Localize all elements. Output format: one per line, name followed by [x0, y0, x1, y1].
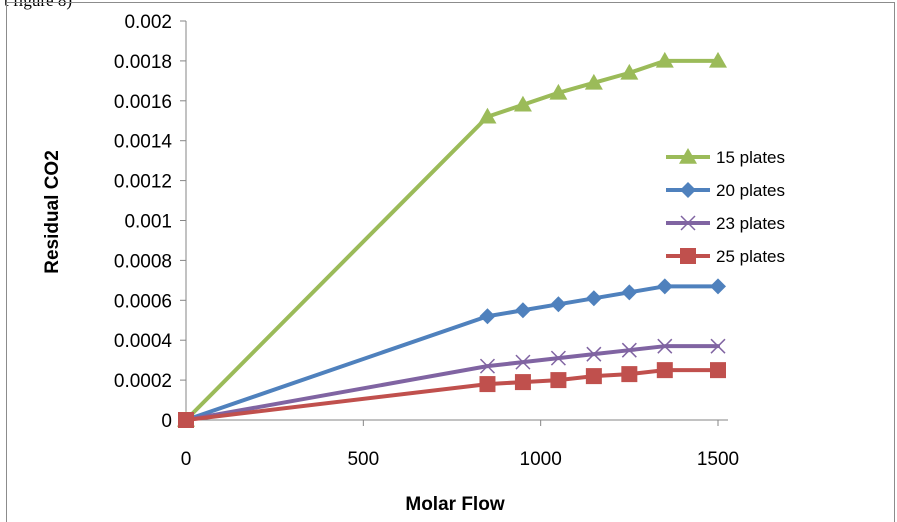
- data-point: [710, 338, 726, 354]
- x-tick-label: 500: [347, 449, 379, 470]
- data-point: [513, 95, 532, 112]
- legend-label: 23 plates: [716, 214, 785, 233]
- legend: 15 plates 20 plates 23 plates 25 plates: [666, 148, 785, 266]
- axes: [185, 21, 728, 421]
- data-point: [709, 51, 727, 68]
- legend-label: 25 plates: [716, 247, 785, 266]
- data-point: [479, 308, 496, 325]
- data-point: [515, 354, 531, 370]
- data-point: [621, 342, 637, 358]
- data-point: [657, 338, 673, 354]
- y-tick-label: 0.0004: [114, 331, 173, 352]
- series-line: [184, 284, 720, 422]
- y-axis-title: Residual CO2: [42, 150, 63, 274]
- data-point: [550, 372, 567, 389]
- data-point: [710, 362, 726, 379]
- data-point: [584, 73, 603, 90]
- data-point: [656, 278, 673, 295]
- data-point: [621, 284, 638, 301]
- series-line: [184, 368, 720, 422]
- legend-marker: [680, 215, 696, 231]
- data-point: [514, 302, 531, 319]
- data-point: [620, 63, 639, 80]
- chart-area-frame: [6, 2, 895, 522]
- x-axis-ticks: 0 500 1000 1500: [181, 420, 739, 470]
- data-point: [549, 83, 568, 100]
- x-tick-label: 1500: [697, 449, 739, 470]
- x-tick-label: 1000: [520, 449, 562, 470]
- data-point: [585, 368, 602, 385]
- x-axis-title: Molar Flow: [405, 494, 504, 515]
- legend-label: 15 plates: [716, 148, 785, 167]
- legend-marker: [680, 182, 696, 198]
- y-tick-label: 0.0002: [114, 371, 172, 392]
- y-tick-label: 0.0012: [114, 172, 172, 193]
- data-point: [621, 366, 638, 383]
- data-point: [586, 346, 602, 362]
- y-tick-label: 0.0014: [114, 132, 173, 153]
- series-25-plates: [178, 362, 726, 428]
- y-tick-label: 0.0016: [114, 92, 172, 113]
- data-point: [550, 296, 567, 313]
- data-point: [514, 374, 531, 391]
- y-tick-label: 0.0008: [114, 251, 172, 272]
- legend-marker: [680, 248, 696, 264]
- y-tick-label: 0: [161, 411, 172, 432]
- legend-marker: [679, 148, 697, 164]
- series-layer: [177, 51, 727, 428]
- legend-item: 23 plates: [666, 214, 785, 233]
- page-text-fragment: t figure 8): [4, 0, 72, 10]
- y-axis-ticks: 0 0.0002 0.0004 0.0006 0.0008 0.001 0.0012 0.00…: [114, 12, 186, 432]
- legend-label: 20 plates: [716, 181, 785, 200]
- x-tick-label: 0: [181, 449, 192, 470]
- data-point: [655, 51, 674, 68]
- legend-item: 20 plates: [666, 181, 785, 200]
- data-point: [479, 376, 496, 393]
- data-point: [478, 107, 497, 124]
- legend-item: 25 plates: [666, 247, 785, 266]
- y-tick-label: 0.002: [124, 12, 172, 33]
- data-point: [710, 278, 726, 295]
- data-point: [656, 362, 673, 379]
- y-tick-label: 0.0018: [114, 52, 172, 73]
- data-point: [479, 358, 495, 374]
- data-point: [178, 412, 194, 428]
- series-23-plates: [178, 338, 726, 428]
- legend-item: 15 plates: [666, 148, 785, 167]
- data-point: [550, 350, 566, 366]
- series-line: [184, 58, 720, 422]
- series-line: [184, 344, 720, 422]
- y-tick-label: 0.001: [124, 212, 172, 233]
- data-point: [585, 290, 602, 307]
- y-tick-label: 0.0006: [114, 291, 172, 312]
